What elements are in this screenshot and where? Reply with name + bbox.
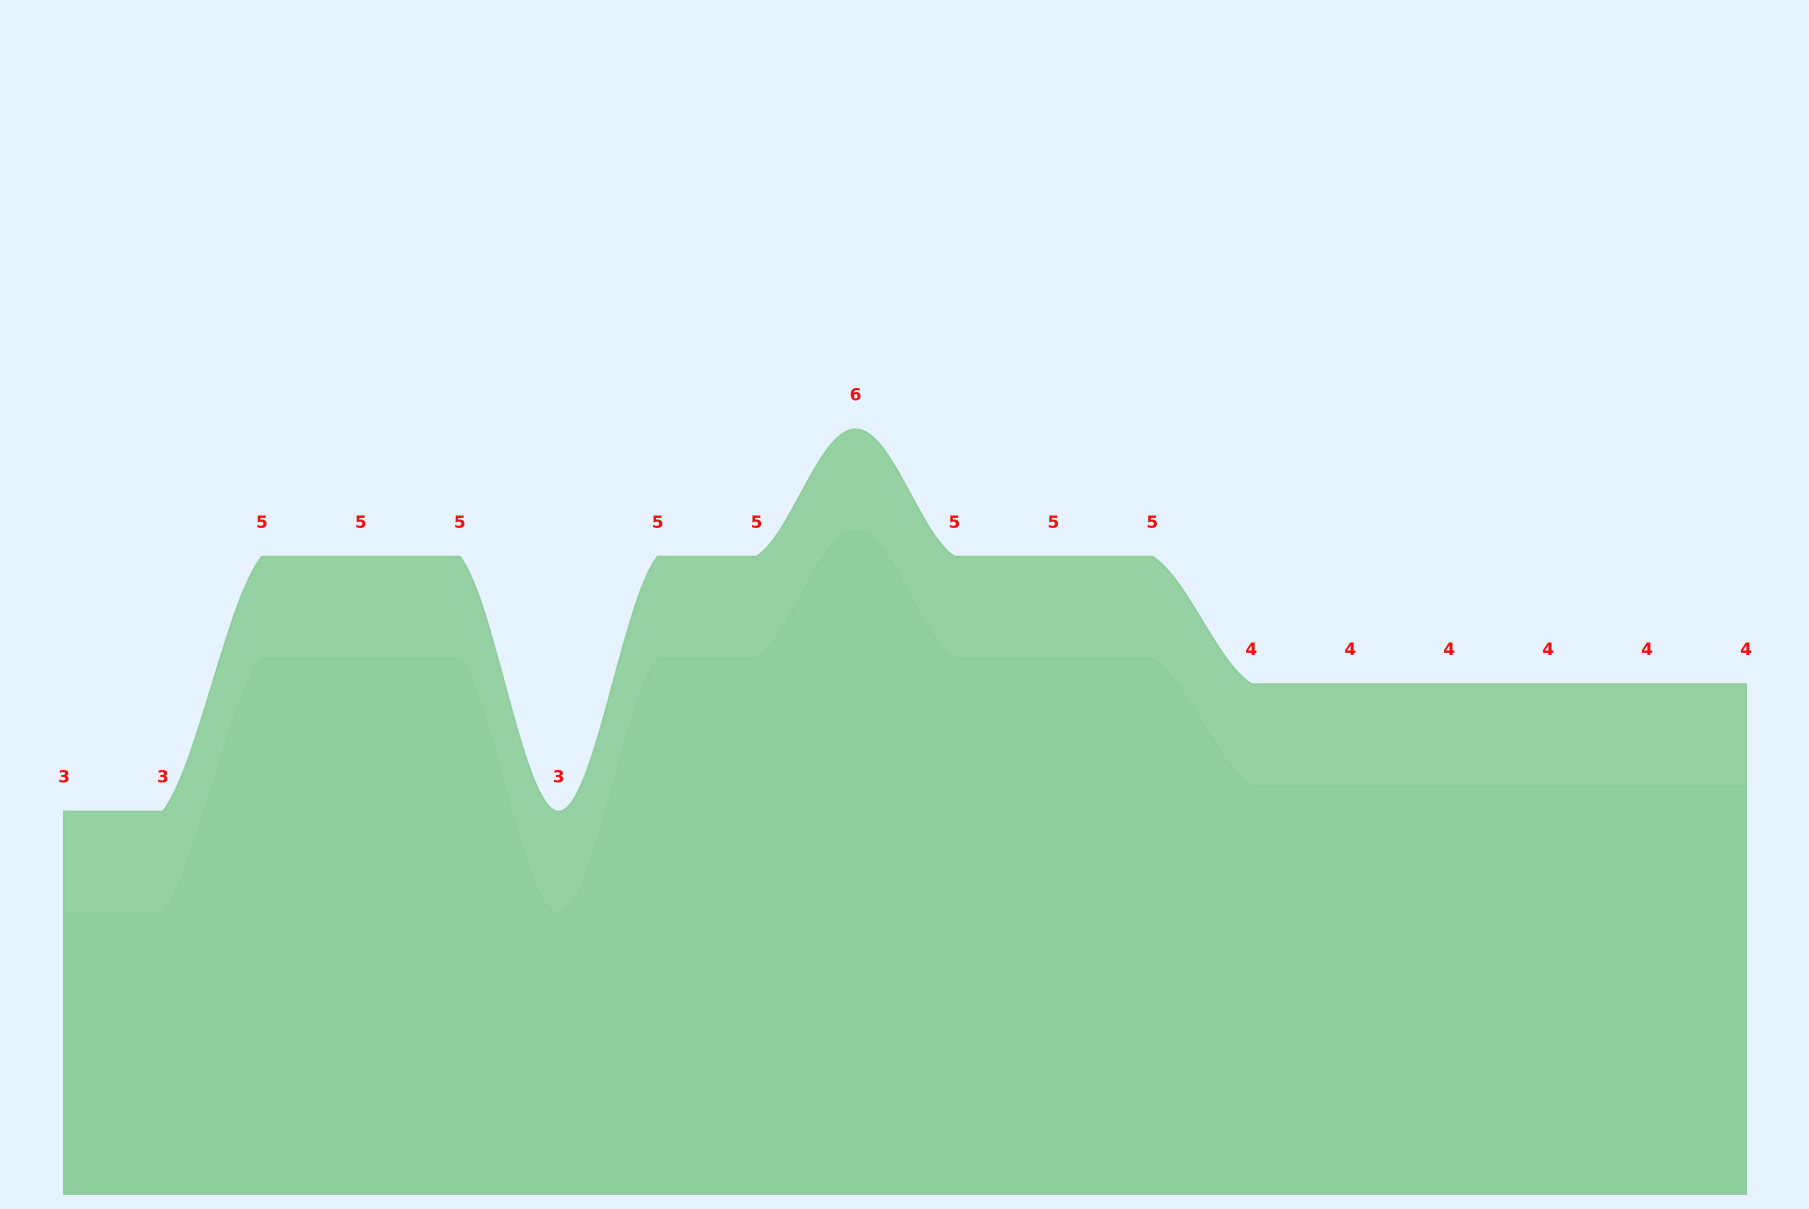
data-label: 4	[1443, 640, 1455, 660]
data-label: 4	[1542, 640, 1554, 660]
data-label: 5	[454, 513, 466, 533]
data-label: 3	[157, 768, 169, 788]
data-label: 5	[1047, 513, 1059, 533]
data-label: 6	[850, 385, 862, 405]
data-label-group: 3 3 5 5 5 3 5 5 6 5 5 5 4 4 4 4 4 4	[58, 385, 1752, 787]
data-label: 5	[1146, 513, 1158, 533]
data-label: 5	[949, 513, 961, 533]
data-label: 5	[652, 513, 664, 533]
area-series-group	[63, 428, 1747, 1195]
data-label: 4	[1245, 640, 1257, 660]
area-series-2	[63, 530, 1747, 1195]
data-label: 5	[256, 513, 268, 533]
data-label: 5	[751, 513, 763, 533]
data-label: 4	[1740, 640, 1752, 660]
data-label: 3	[553, 768, 565, 788]
data-label: 5	[355, 513, 367, 533]
data-label: 4	[1344, 640, 1356, 660]
data-label: 3	[58, 768, 70, 788]
data-label: 4	[1641, 640, 1653, 660]
